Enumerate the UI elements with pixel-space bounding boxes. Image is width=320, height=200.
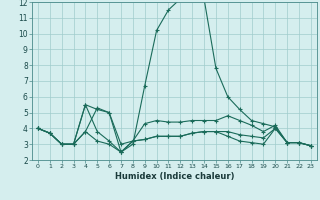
X-axis label: Humidex (Indice chaleur): Humidex (Indice chaleur) — [115, 172, 234, 181]
